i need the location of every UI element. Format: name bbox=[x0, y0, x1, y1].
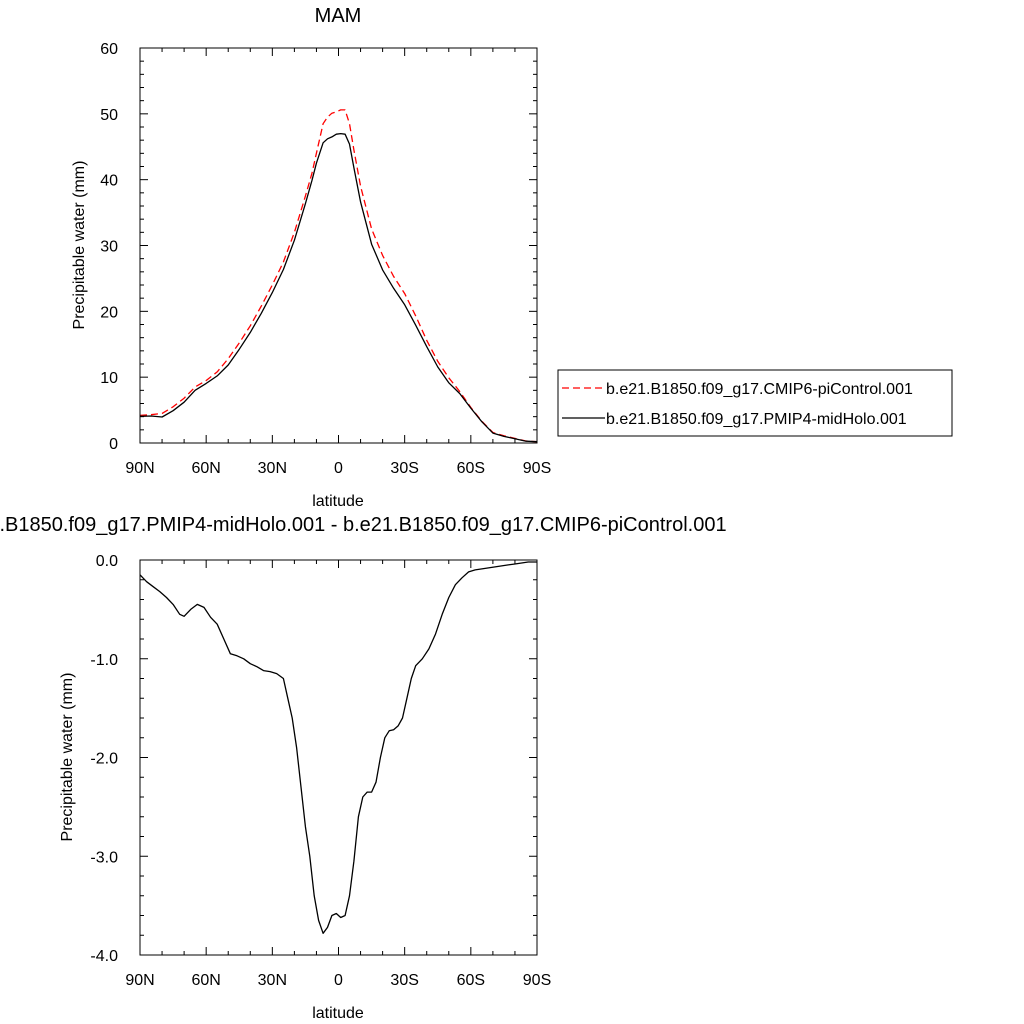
legend: b.e21.B1850.f09_g17.CMIP6-piControl.001 … bbox=[557, 369, 953, 437]
x-tick-label: 0 bbox=[334, 460, 343, 477]
x-tick-label: 30S bbox=[390, 460, 418, 477]
top-x-axis-label: latitude bbox=[312, 493, 364, 510]
top-series-line-0 bbox=[139, 109, 538, 443]
x-tick-label: 60S bbox=[457, 972, 485, 989]
y-tick-label: -3.0 bbox=[90, 849, 118, 866]
bottom-x-tick-labels: 90N 60N 30N 0 30S 60S 90S bbox=[125, 972, 551, 989]
y-tick-label: 60 bbox=[100, 41, 118, 58]
x-tick-label: 30N bbox=[258, 972, 287, 989]
y-tick-label: 50 bbox=[100, 107, 118, 124]
top-series-line-1 bbox=[139, 132, 538, 443]
bottom-y-axis-label: Precipitable water (mm) bbox=[59, 673, 76, 842]
top-x-tick-labels: 90N 60N 30N 0 30S 60S 90S bbox=[125, 460, 551, 477]
x-tick-label: 90N bbox=[125, 460, 154, 477]
bottom-series-line-0 bbox=[139, 561, 537, 934]
x-tick-label: 90S bbox=[523, 460, 551, 477]
top-y-tick-labels: 0 10 20 30 40 50 60 bbox=[100, 41, 118, 453]
top-plot-title: MAM bbox=[315, 5, 362, 27]
bottom-series-lines bbox=[139, 561, 537, 934]
y-tick-label: -1.0 bbox=[90, 652, 118, 669]
legend-box bbox=[557, 369, 953, 437]
x-tick-label: 60N bbox=[191, 460, 220, 477]
y-tick-label: 30 bbox=[100, 239, 118, 256]
x-tick-label: 90S bbox=[523, 972, 551, 989]
y-tick-label: 0 bbox=[109, 436, 118, 453]
legend-label-picontrol: b.e21.B1850.f09_g17.CMIP6-piControl.001 bbox=[606, 381, 913, 398]
bottom-tick-marks bbox=[139, 559, 538, 956]
y-tick-label: 10 bbox=[100, 370, 118, 387]
top-y-axis-label: Precipitable water (mm) bbox=[71, 161, 88, 330]
bottom-panel: b.e21.B1850.f09_g17.PMIP4-midHolo.001 - … bbox=[0, 514, 727, 1022]
y-tick-label: -2.0 bbox=[90, 751, 118, 768]
y-tick-label: 40 bbox=[100, 173, 118, 190]
x-tick-label: 30N bbox=[258, 460, 287, 477]
x-tick-label: 0 bbox=[334, 972, 343, 989]
top-plot-frame bbox=[139, 47, 538, 444]
y-tick-label: -4.0 bbox=[90, 948, 118, 965]
x-tick-label: 60N bbox=[191, 972, 220, 989]
bottom-plot-frame bbox=[139, 559, 538, 956]
bottom-plot-title: b.e21.B1850.f09_g17.PMIP4-midHolo.001 - … bbox=[0, 514, 727, 536]
x-tick-label: 30S bbox=[390, 972, 418, 989]
top-panel: MAM 90N 60N 30N 0 30S 60S 90S 0 10 20 30 40 50 60 la… bbox=[71, 5, 953, 510]
legend-label-midholo: b.e21.B1850.f09_g17.PMIP4-midHolo.001 bbox=[606, 411, 907, 428]
top-series-lines bbox=[139, 109, 538, 443]
bottom-x-axis-label: latitude bbox=[312, 1005, 364, 1022]
x-tick-label: 60S bbox=[457, 460, 485, 477]
x-tick-label: 90N bbox=[125, 972, 154, 989]
y-tick-label: 0.0 bbox=[96, 553, 118, 570]
y-tick-label: 20 bbox=[100, 304, 118, 321]
bottom-y-tick-labels: 0.0 -1.0 -2.0 -3.0 -4.0 bbox=[90, 553, 118, 965]
